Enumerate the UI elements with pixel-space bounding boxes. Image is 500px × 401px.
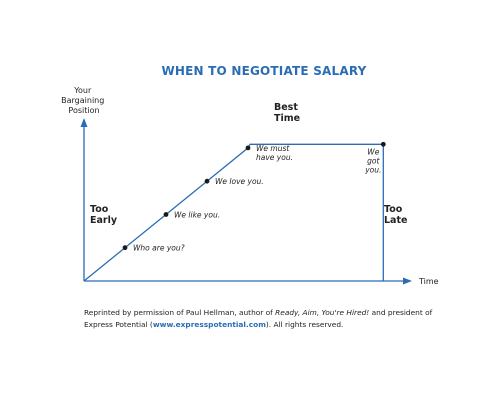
caption-book-title: Ready, Aim, You're Hired!: [275, 308, 370, 317]
reprint-caption: Reprinted by permission of Paul Hellman,…: [84, 307, 454, 331]
phase-label-too-late-line-2: Late: [384, 215, 407, 226]
data-point-4: [245, 145, 251, 151]
plot-area: Who are you? We like you. We love you. We m…: [83, 141, 386, 282]
caption-text-3: ). All rights reserved.: [265, 320, 344, 329]
data-point-label-5: We got you.: [364, 147, 381, 174]
phase-label-best-time-line-2: Time: [274, 113, 300, 124]
data-point-3: [204, 178, 210, 184]
y-axis-title-line-2: Bargaining: [61, 96, 104, 105]
phase-label-too-early: Too Early: [90, 204, 118, 226]
x-axis-arrow-icon: [403, 277, 412, 285]
data-point-label-4-line-2: have you.: [256, 153, 293, 162]
y-axis-arrow-icon: [80, 118, 88, 127]
caption-text-2: and president of Express Potential (: [84, 308, 433, 329]
data-point-label-4: We must have you.: [256, 144, 293, 162]
data-point-1: [122, 245, 128, 251]
y-axis-title-line-3: Position: [68, 106, 99, 115]
data-point-label-5-line-1: We: [367, 147, 379, 156]
x-axis-title: Time: [418, 277, 439, 286]
series-line-1: [83, 143, 384, 282]
phase-label-best-time-line-1: Best: [274, 102, 298, 113]
data-point-label-5-line-3: you.: [364, 165, 381, 174]
y-axis-title-line-1: Your: [73, 86, 92, 95]
data-point-label-5-line-2: got: [367, 156, 380, 165]
phase-label-too-late: Too Late: [384, 204, 407, 226]
data-point-label-1: Who are you?: [133, 244, 185, 253]
data-point-5: [380, 141, 386, 147]
caption-website-link[interactable]: www.expresspotential.com: [152, 320, 266, 329]
chart-title: WHEN TO NEGOTIATE SALARY: [161, 64, 366, 78]
phase-label-too-early-line-2: Early: [90, 215, 118, 226]
phase-label-best-time: Best Time: [274, 102, 301, 124]
data-point-label-2: We like you.: [174, 211, 220, 220]
caption-text-1: Reprinted by permission of Paul Hellman,…: [84, 308, 276, 317]
phase-label-too-late-line-1: Too: [384, 204, 403, 215]
data-point-label-3: We love you.: [215, 177, 264, 186]
data-point-label-4-line-1: We must: [256, 144, 290, 153]
y-axis-title: Your Bargaining Position: [61, 86, 107, 115]
data-point-label-3-line-1: We love you.: [215, 177, 264, 186]
phase-label-too-early-line-1: Too: [90, 204, 109, 215]
data-point-2: [163, 212, 169, 217]
data-point-label-2-line-1: We like you.: [174, 211, 220, 220]
data-point-label-1-line-1: Who are you?: [133, 244, 185, 253]
